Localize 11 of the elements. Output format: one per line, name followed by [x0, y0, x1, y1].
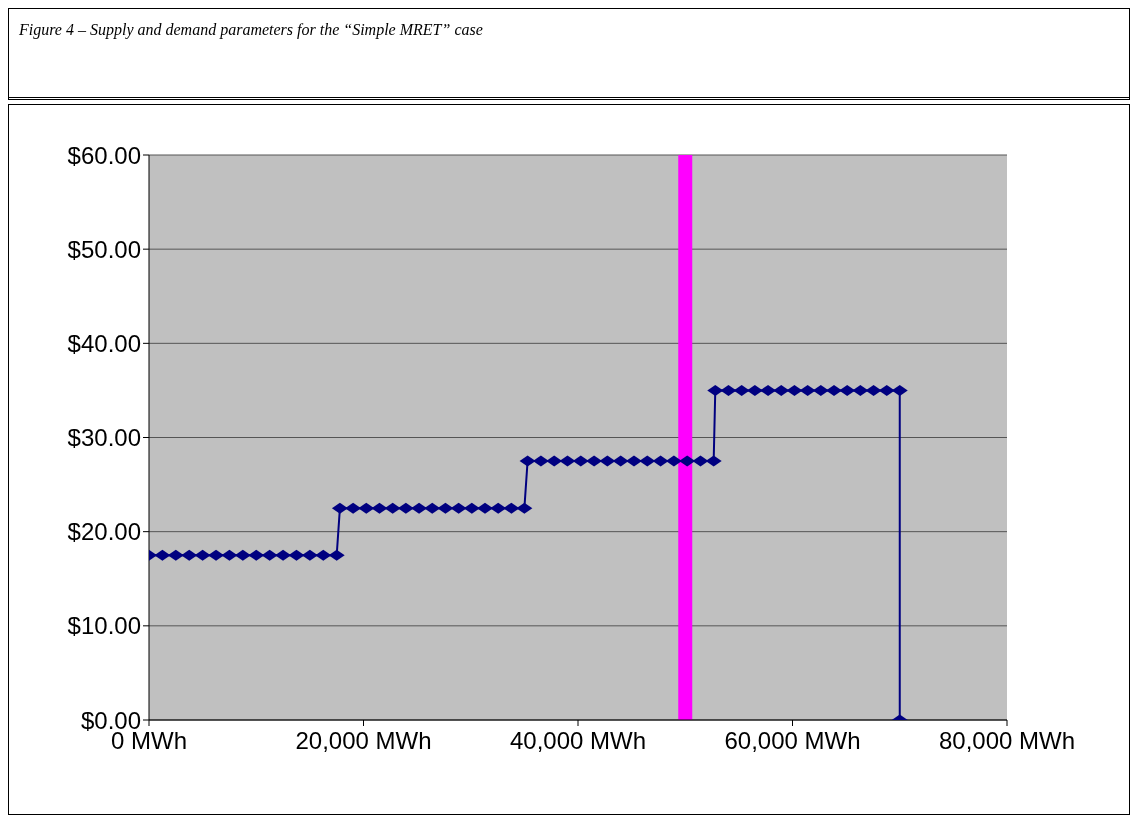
x-tick-label: 80,000 MWh — [938, 727, 1076, 755]
y-tick-label: $50.00 — [67, 235, 141, 263]
y-tick-label: $20.00 — [67, 518, 141, 546]
x-tick-label: 20,000 MWh — [295, 727, 432, 755]
x-tick-label: 40,000 MWh — [509, 727, 647, 755]
chart-title: Figure 4 – Supply and demand parameters for the “Simple MRET” case — [8, 8, 1130, 100]
x-tick-label: 60,000 MWh — [724, 727, 861, 755]
y-tick-label: $10.00 — [67, 612, 141, 640]
y-tick-label: $40.00 — [67, 329, 141, 357]
y-tick-label: $60.00 — [67, 141, 141, 169]
y-tick-label: $30.00 — [67, 424, 141, 452]
